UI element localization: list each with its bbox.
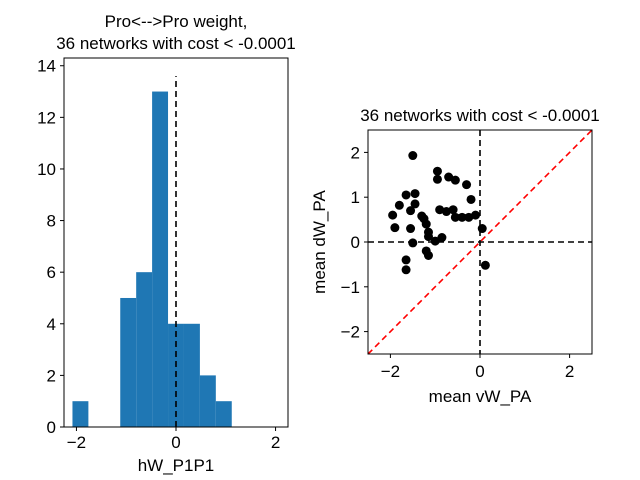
- scatter-point: [480, 260, 490, 270]
- scatter-identity-line: [367, 129, 593, 355]
- histogram-bar-0: [72, 401, 89, 427]
- scatter-y-tick-label: −2: [341, 323, 360, 342]
- histogram-x-axis-label: hW_P1P1: [138, 456, 215, 475]
- scatter-point: [406, 206, 416, 216]
- scatter-point: [423, 250, 433, 260]
- scatter-x-axis-label: mean vW_PA: [429, 387, 532, 406]
- scatter-point: [450, 175, 460, 185]
- scatter-point: [421, 219, 431, 229]
- scatter-y-tick-label: 0: [351, 233, 360, 252]
- scatter-point: [390, 223, 400, 233]
- histogram-y-tick-label: 14: [37, 57, 56, 76]
- scatter-x-tick-label: −2: [381, 362, 400, 381]
- histogram-x-tick-label: 2: [271, 433, 280, 452]
- scatter-x-tick-label: 0: [475, 362, 484, 381]
- scatter-point: [408, 151, 418, 161]
- scatter-point: [448, 205, 458, 215]
- histogram-y-tick-label: 4: [47, 315, 56, 334]
- scatter-point: [437, 233, 447, 243]
- scatter-point: [394, 200, 404, 210]
- scatter-point: [477, 224, 487, 234]
- scatter-point: [457, 212, 467, 222]
- histogram-y-tick-label: 8: [47, 212, 56, 231]
- histogram-title-line-2: 36 networks with cost < -0.0001: [56, 34, 296, 53]
- histogram-y-tick-label: 2: [47, 366, 56, 385]
- histogram-bar-5: [183, 323, 200, 427]
- scatter-point: [410, 199, 420, 209]
- histogram-y-tick-label: 12: [37, 108, 56, 127]
- histogram-y-tick-label: 10: [37, 160, 56, 179]
- scatter-point: [432, 166, 442, 176]
- histogram-bar-2: [136, 272, 153, 427]
- scatter-y-axis-label: mean dW_PA: [310, 190, 329, 294]
- scatter-y-tick-label: 1: [351, 188, 360, 207]
- histogram-title-line-1: Pro<-->Pro weight,: [105, 12, 248, 31]
- scatter-point: [406, 224, 416, 234]
- scatter-point: [450, 212, 460, 222]
- scatter-point: [464, 212, 474, 222]
- histogram-x-ticks: −2 0 2: [67, 427, 280, 452]
- scatter-points: [388, 151, 490, 275]
- scatter-x-ticks: −2 0 2: [381, 354, 574, 381]
- histogram-bar-6: [199, 375, 216, 427]
- scatter-y-tick-label: 2: [351, 143, 360, 162]
- scatter-point: [401, 255, 411, 265]
- histogram-x-tick-label: 0: [171, 433, 180, 452]
- histogram-bar-7: [215, 401, 232, 427]
- scatter-point: [423, 232, 433, 242]
- scatter-y-tick-label: −1: [341, 278, 360, 297]
- scatter-point: [408, 238, 418, 248]
- scatter-point: [444, 172, 454, 182]
- scatter-title: 36 networks with cost < -0.0001: [360, 106, 600, 125]
- histogram-bar-3: [152, 91, 169, 427]
- scatter-point: [401, 265, 411, 275]
- scatter-panel: 36 networks with cost < -0.0001 −2 0 2 −2−…: [310, 106, 600, 406]
- scatter-point: [430, 236, 440, 246]
- histogram-x-tick-label: −2: [67, 433, 86, 452]
- histogram-y-ticks: 0 2 4 6 8 10 12 14: [37, 57, 64, 437]
- scatter-point: [410, 189, 420, 199]
- histogram-y-tick-label: 6: [47, 263, 56, 282]
- scatter-point: [462, 180, 472, 190]
- scatter-x-tick-label: 2: [565, 362, 574, 381]
- scatter-y-ticks: −2 −1 0 1 2: [341, 143, 368, 342]
- histogram-y-tick-label: 0: [47, 418, 56, 437]
- histogram-panel: Pro<-->Pro weight, 36 networks with cost…: [37, 12, 296, 475]
- scatter-point: [401, 190, 411, 200]
- histogram-bar-1: [120, 297, 137, 427]
- scatter-reference-lines: [367, 129, 593, 355]
- scatter-point: [466, 194, 476, 204]
- histogram-bars: [72, 91, 232, 427]
- scatter-point: [432, 174, 442, 184]
- scatter-point: [388, 210, 398, 220]
